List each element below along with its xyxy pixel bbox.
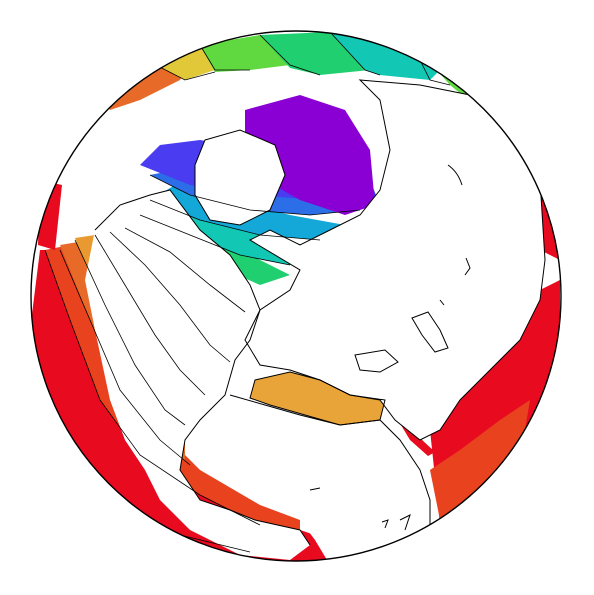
coastlines [94, 79, 546, 561]
indian-band-orange [430, 400, 530, 520]
eurasia [245, 80, 545, 440]
africa [225, 395, 430, 561]
mediterranean [250, 372, 385, 425]
atlantic-arc-cyan [330, 32, 450, 80]
globe-outline [30, 30, 562, 562]
greenland [195, 130, 285, 225]
north-america [85, 190, 310, 560]
